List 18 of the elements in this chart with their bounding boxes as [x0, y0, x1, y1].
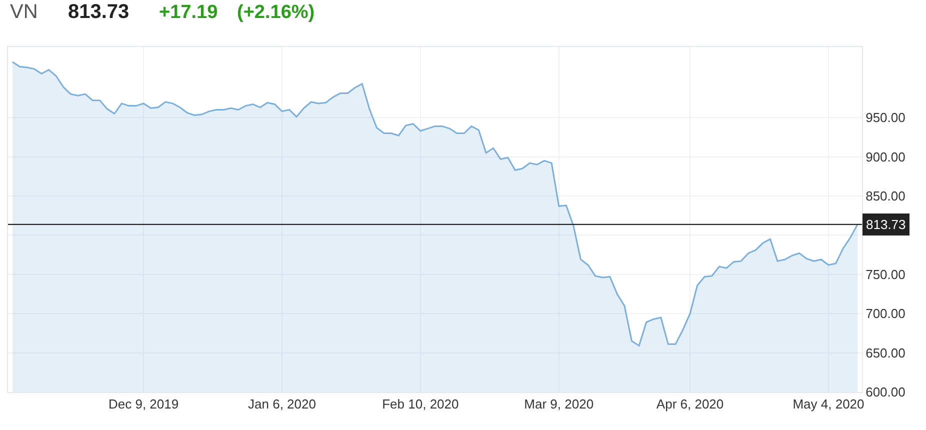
- y-tick-label: 950.00: [866, 110, 906, 126]
- x-tick-label: Apr 6, 2020: [656, 396, 724, 412]
- text: (+2.16%): [237, 2, 315, 23]
- x-tick-label: May 4, 2020: [792, 396, 864, 412]
- y-tick-label: 600.00: [866, 384, 906, 400]
- x-tick-label: Feb 10, 2020: [382, 396, 459, 412]
- y-tick-label: 700.00: [866, 306, 906, 322]
- x-tick-label: Dec 9, 2019: [108, 396, 179, 412]
- x-tick-label: Mar 9, 2020: [524, 396, 594, 412]
- text: 813.73: [68, 1, 130, 23]
- y-tick-label: 850.00: [866, 188, 906, 204]
- text: +17.19: [159, 2, 218, 23]
- x-tick-label: Jan 6, 2020: [248, 396, 316, 412]
- y-tick-label: 900.00: [866, 149, 906, 164]
- y-tick-label: 750.00: [866, 266, 906, 282]
- y-tick-label: 650.00: [866, 345, 906, 360]
- chart-title: VN: [10, 1, 38, 23]
- ref-line-label: 813.73: [866, 217, 906, 232]
